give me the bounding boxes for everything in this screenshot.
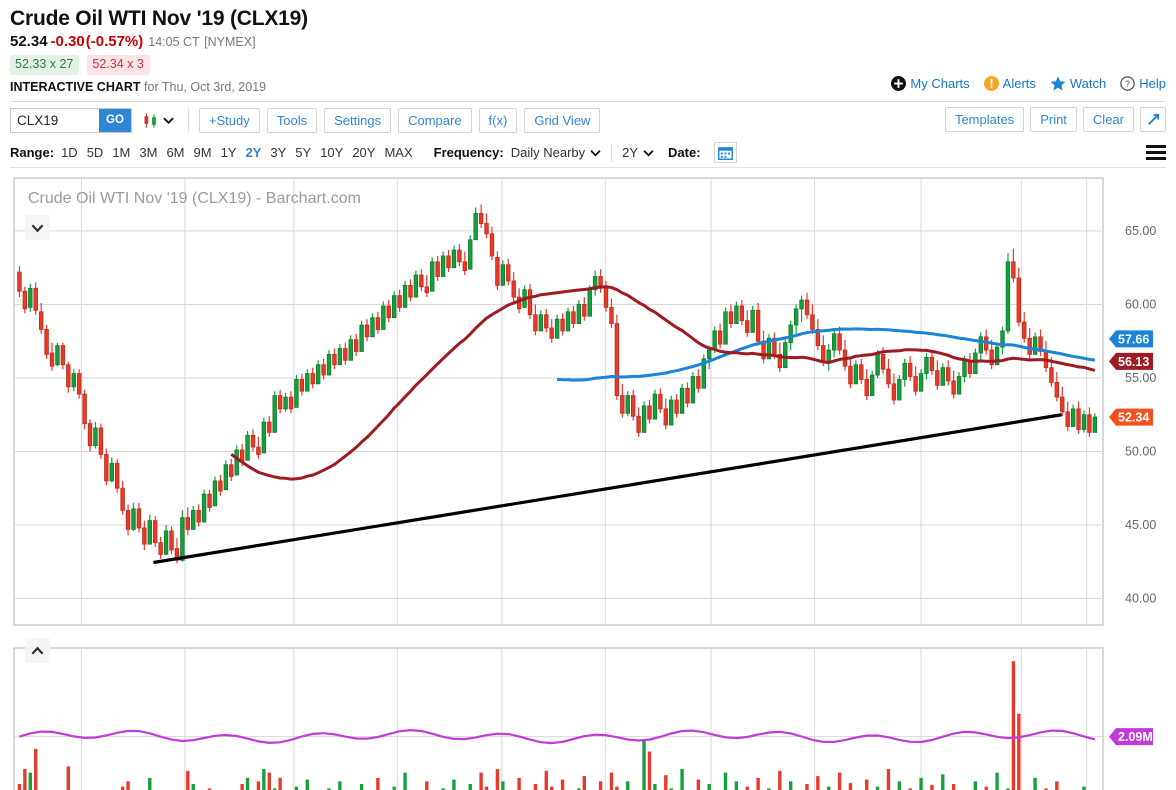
help-label: Help: [1139, 76, 1166, 91]
range-5d[interactable]: 5D: [86, 145, 104, 160]
range-10y[interactable]: 10Y: [320, 145, 344, 160]
go-button[interactable]: GO: [99, 108, 131, 132]
alerts-label: Alerts: [1002, 76, 1036, 91]
settings-button[interactable]: Settings: [324, 107, 392, 133]
quote-summary: 52.34 -0.30(-0.57%) 14:05 CT [NYMEX]: [10, 33, 1166, 51]
price-change-percent: (-0.57%): [85, 33, 144, 50]
candlestick-icon: [143, 112, 160, 129]
clear-button[interactable]: Clear: [1082, 107, 1134, 132]
range-max[interactable]: MAX: [384, 145, 413, 160]
frequency-value: Daily Nearby: [510, 145, 586, 160]
watch-label: Watch: [1069, 76, 1107, 91]
chart-type-selector[interactable]: [139, 112, 178, 129]
toolbar-separator: [187, 109, 189, 131]
functions-button[interactable]: f(x): [478, 107, 518, 133]
svg-text:60.00: 60.00: [1125, 297, 1156, 311]
tools-button[interactable]: Tools: [266, 107, 318, 133]
bid-badge: 52.33 x 27: [10, 55, 80, 75]
svg-text:56.13: 56.13: [1118, 355, 1149, 369]
svg-text:50.00: 50.00: [1125, 444, 1156, 458]
chart-toolbar: GO +Study Tools Settings Compare f(x) Gr…: [10, 102, 1166, 138]
range-2y[interactable]: 2Y: [245, 145, 262, 160]
range-9m[interactable]: 9M: [193, 145, 212, 160]
utility-links: My Charts Alerts Watch ? Help: [891, 76, 1166, 91]
my-charts-label: My Charts: [910, 76, 970, 91]
range-5y[interactable]: 5Y: [295, 145, 312, 160]
volume-panel-collapse-button[interactable]: [25, 638, 50, 663]
frequency-label: Frequency:: [433, 145, 504, 160]
range-1d[interactable]: 1D: [61, 145, 78, 160]
svg-text:57.66: 57.66: [1118, 332, 1149, 346]
range-20y[interactable]: 20Y: [352, 145, 376, 160]
kicker-label: INTERACTIVE CHART: [10, 80, 141, 94]
svg-text:2.09M: 2.09M: [1118, 730, 1153, 744]
quote-header: Crude Oil WTI Nov '19 (CLX19) 52.34 -0.30…: [0, 0, 1176, 95]
hamburger-menu-icon[interactable]: [1146, 145, 1166, 160]
toolbar-right-group: Templates Print Clear: [944, 107, 1166, 132]
range-3m[interactable]: 3M: [139, 145, 158, 160]
svg-text:55.00: 55.00: [1125, 371, 1156, 385]
ask-badge: 52.34 x 3: [87, 55, 150, 75]
price-change: -0.30: [50, 33, 85, 50]
bid-ask-row: 52.33 x 27 52.34 x 3: [10, 55, 1166, 75]
svg-text:45.00: 45.00: [1125, 518, 1156, 532]
watch-link[interactable]: Watch: [1050, 76, 1106, 91]
templates-button[interactable]: Templates: [944, 107, 1025, 132]
range-label: Range:: [10, 145, 55, 160]
range-3y[interactable]: 3Y: [270, 145, 287, 160]
chart-container[interactable]: Crude Oil WTI Nov '19 (CLX19) - Barchart…: [0, 170, 1176, 790]
rangebar-separator: [611, 143, 613, 162]
chart-kicker: INTERACTIVE CHART for Thu, Oct 3rd, 2019: [10, 79, 1166, 95]
svg-text:40.00: 40.00: [1125, 592, 1156, 606]
help-link[interactable]: ? Help: [1120, 76, 1166, 91]
chevron-down-icon: [643, 149, 654, 157]
add-study-button[interactable]: +Study: [198, 107, 260, 133]
grid-view-button[interactable]: Grid View: [524, 107, 601, 133]
symbol-input-group[interactable]: GO: [10, 107, 132, 133]
star-icon: [1050, 76, 1066, 91]
range-1y[interactable]: 1Y: [220, 145, 237, 160]
my-charts-link[interactable]: My Charts: [891, 76, 970, 91]
range-bar: Range: 1D 5D 1M 3M 6M 9M 1Y 2Y 3Y 5Y 10Y…: [10, 138, 1166, 168]
chevron-down-icon: [590, 149, 601, 157]
price-panel-collapse-button[interactable]: [25, 215, 50, 240]
range-6m[interactable]: 6M: [166, 145, 185, 160]
alert-circle-icon: [983, 76, 999, 91]
plus-circle-icon: [891, 76, 907, 91]
expand-arrow-icon[interactable]: [1140, 107, 1166, 132]
date-label: Date:: [668, 145, 701, 160]
frequency-select[interactable]: Daily Nearby: [511, 145, 601, 160]
svg-text:65.00: 65.00: [1125, 224, 1156, 238]
chevron-down-icon: [163, 116, 174, 125]
range-1m[interactable]: 1M: [112, 145, 131, 160]
compare-button[interactable]: Compare: [398, 107, 472, 133]
alerts-link[interactable]: Alerts: [983, 76, 1036, 91]
svg-text:?: ?: [1125, 79, 1130, 89]
kicker-date: for Thu, Oct 3rd, 2019: [144, 80, 267, 94]
header-divider: [10, 101, 1166, 102]
page-title: Crude Oil WTI Nov '19 (CLX19): [10, 7, 308, 30]
last-price: 52.34: [10, 33, 48, 50]
exchange-label: [NYMEX]: [204, 35, 256, 49]
calendar-icon[interactable]: [713, 142, 737, 163]
symbol-input[interactable]: [11, 108, 99, 132]
span-value: 2Y: [622, 145, 639, 160]
question-circle-icon: ?: [1120, 76, 1136, 91]
print-button[interactable]: Print: [1030, 107, 1077, 132]
quote-time: 14:05 CT: [148, 35, 200, 49]
span-select[interactable]: 2Y: [622, 145, 654, 160]
svg-text:52.34: 52.34: [1118, 411, 1149, 425]
